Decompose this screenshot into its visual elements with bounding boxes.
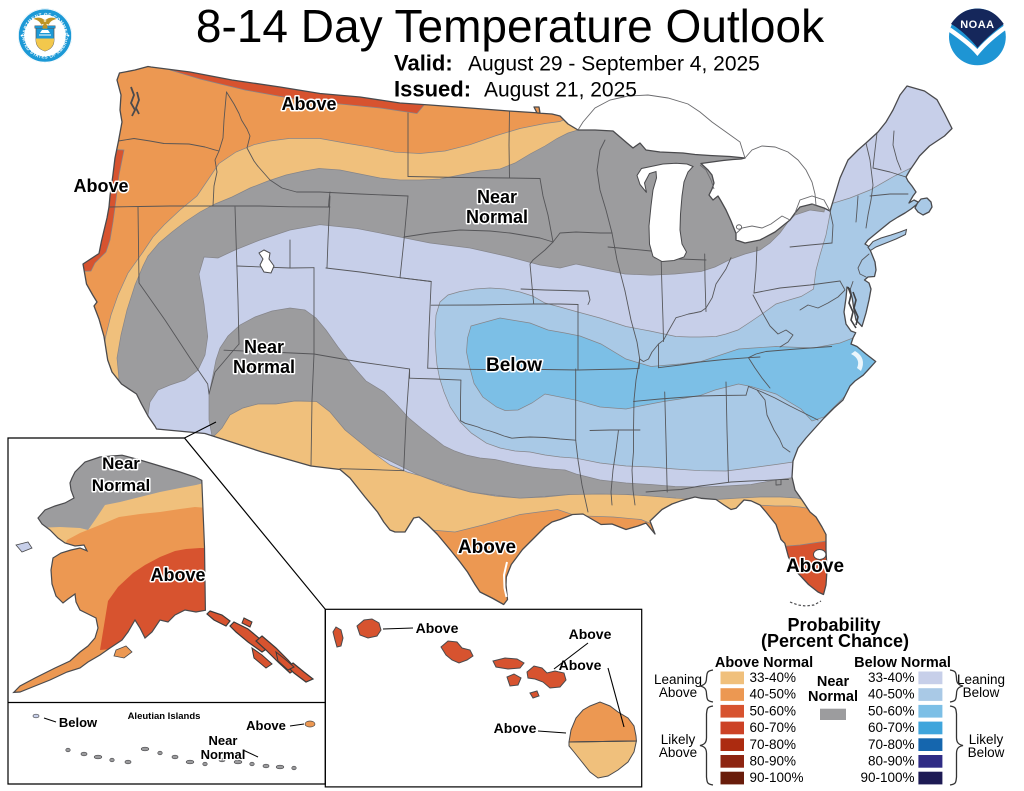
svg-text:Above: Above	[246, 718, 286, 733]
svg-text:80-90%: 80-90%	[750, 754, 797, 769]
svg-text:Aleutian Islands: Aleutian Islands	[128, 711, 201, 722]
svg-text:50-60%: 50-60%	[750, 703, 797, 718]
svg-text:Below: Below	[968, 745, 1005, 760]
svg-text:Valid:: Valid:	[394, 51, 453, 76]
svg-text:Above: Above	[150, 565, 205, 585]
svg-text:90-100%: 90-100%	[750, 770, 804, 785]
svg-text:August 21, 2025: August 21, 2025	[484, 79, 637, 102]
svg-text:33-40%: 33-40%	[868, 670, 915, 685]
svg-text:Above: Above	[494, 720, 537, 736]
svg-text:70-80%: 70-80%	[750, 737, 797, 752]
svg-text:Likely: Likely	[969, 732, 1004, 747]
svg-text:Above: Above	[281, 94, 336, 114]
svg-text:Above: Above	[73, 176, 128, 196]
svg-text:40-50%: 40-50%	[750, 687, 797, 702]
svg-text:50-60%: 50-60%	[868, 703, 915, 718]
svg-text:Below: Below	[486, 355, 542, 376]
svg-text:Below: Below	[59, 715, 98, 730]
svg-text:Likely: Likely	[661, 732, 696, 747]
svg-text:Above: Above	[559, 657, 602, 673]
svg-text:Above: Above	[659, 745, 697, 760]
svg-text:NOAA: NOAA	[960, 19, 994, 31]
svg-text:Above Normal: Above Normal	[715, 655, 813, 671]
svg-text:70-80%: 70-80%	[868, 737, 915, 752]
svg-text:Probability: Probability	[787, 615, 880, 635]
svg-text:Above: Above	[458, 537, 516, 558]
svg-text:90-100%: 90-100%	[860, 770, 914, 785]
svg-text:60-70%: 60-70%	[868, 720, 915, 735]
svg-text:8-14 Day Temperature Outlook: 8-14 Day Temperature Outlook	[196, 0, 825, 52]
svg-text:Below Normal: Below Normal	[854, 655, 951, 671]
svg-text:August 29 - September 4, 2025: August 29 - September 4, 2025	[468, 53, 760, 76]
svg-text:Near: Near	[817, 674, 850, 690]
svg-text:Above: Above	[569, 626, 612, 642]
svg-text:Issued:: Issued:	[394, 77, 471, 102]
svg-text:Near: Near	[477, 187, 517, 207]
svg-text:Leaning: Leaning	[654, 672, 702, 687]
svg-text:Near: Near	[209, 733, 238, 748]
svg-text:Above: Above	[659, 685, 697, 700]
svg-text:40-50%: 40-50%	[868, 687, 915, 702]
svg-text:Normal: Normal	[233, 357, 295, 377]
svg-text:80-90%: 80-90%	[868, 754, 915, 769]
svg-text:33-40%: 33-40%	[750, 670, 797, 685]
svg-text:60-70%: 60-70%	[750, 720, 797, 735]
svg-text:Below: Below	[963, 685, 1000, 700]
svg-text:Leaning: Leaning	[957, 672, 1005, 687]
svg-text:Normal: Normal	[466, 207, 528, 227]
svg-text:Normal: Normal	[201, 747, 246, 762]
svg-text:Normal: Normal	[92, 476, 151, 495]
svg-text:Near: Near	[244, 337, 284, 357]
svg-text:Above: Above	[786, 556, 844, 577]
svg-text:Near: Near	[102, 454, 140, 473]
svg-text:(Percent Chance): (Percent Chance)	[761, 631, 909, 651]
svg-text:Above: Above	[416, 620, 459, 636]
svg-text:Normal: Normal	[808, 689, 858, 705]
